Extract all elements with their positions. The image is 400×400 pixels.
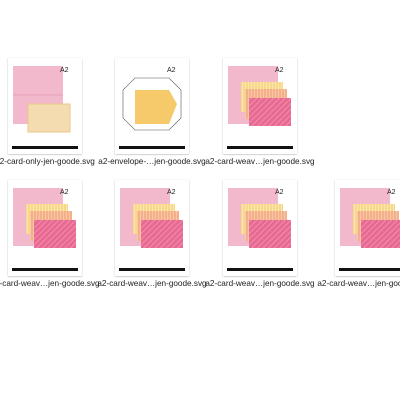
footer-bar <box>339 268 400 271</box>
thumbnail-title: A2 <box>167 189 176 196</box>
file-item[interactable]: A2 <box>335 180 400 276</box>
footer-bar <box>12 146 78 149</box>
insert <box>27 103 71 133</box>
thumbnail-title: A2 <box>167 67 176 74</box>
file-name[interactable]: a2-card-weav…jen-goode.svg <box>317 279 400 288</box>
file-name[interactable]: a2-card-weav…jen-goode.svg <box>205 279 315 288</box>
file-item[interactable]: A2 <box>8 180 82 276</box>
layer-pink <box>34 220 76 248</box>
thumbnail-title: A2 <box>275 67 284 74</box>
footer-bar <box>227 146 293 149</box>
thumbnail-title: A2 <box>60 189 69 196</box>
file-item[interactable]: A2 <box>223 58 297 154</box>
footer-bar <box>119 268 185 271</box>
file-name[interactable]: a2-card-weav…jen-goode.svg <box>97 279 207 288</box>
file-name[interactable]: a2-card-only-jen-goode.svg <box>0 157 95 166</box>
footer-bar <box>119 146 185 149</box>
envelope-body <box>135 90 177 124</box>
thumbnail-title: A2 <box>60 67 69 74</box>
layer-pink <box>141 220 183 248</box>
file-item[interactable]: A2 <box>223 180 297 276</box>
file-name[interactable]: a2-card-weav…jen-goode.svg <box>205 157 315 166</box>
layer-pink <box>249 98 291 126</box>
layer-pink <box>361 220 400 248</box>
file-item[interactable]: A2 <box>115 180 189 276</box>
file-name[interactable]: a2-card-weav…jen-goode.svg <box>0 279 100 288</box>
layer-pink <box>249 220 291 248</box>
thumbnail-title: A2 <box>387 189 396 196</box>
file-name[interactable]: a2-envelope-…jen-goode.svg <box>98 157 206 166</box>
file-item[interactable]: A2 <box>115 58 189 154</box>
footer-bar <box>12 268 78 271</box>
thumbnail-title: A2 <box>275 189 284 196</box>
file-item[interactable]: A2 <box>8 58 82 154</box>
footer-bar <box>227 268 293 271</box>
